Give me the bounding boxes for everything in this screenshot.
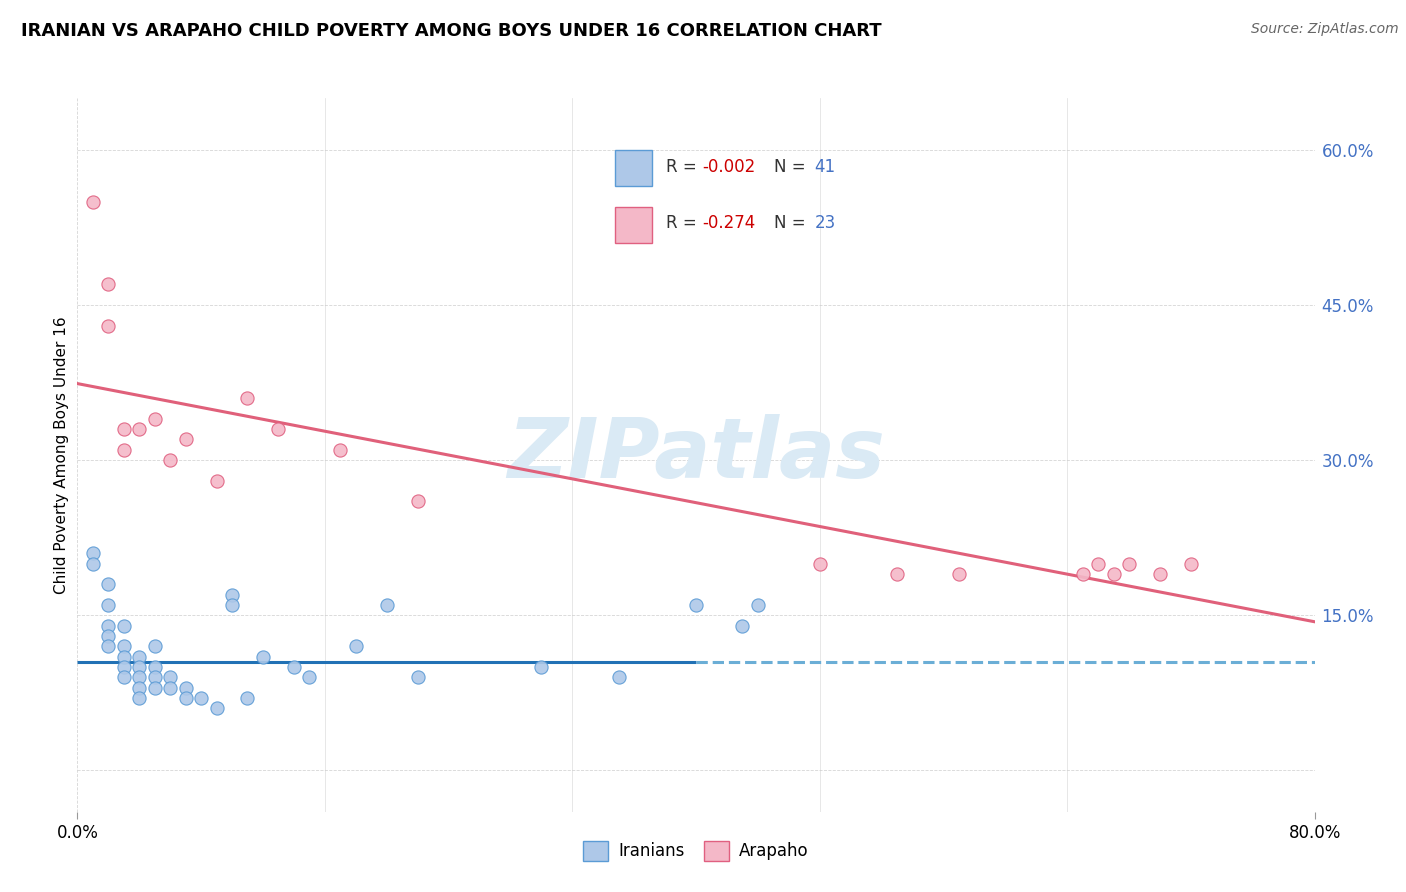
Point (82, 557, 104, 571)
Point (112, 618, 135, 632)
Point (221, 588, 243, 602)
Point (143, 670, 166, 684)
Point (344, 639, 367, 653)
Point (97, 629, 120, 643)
Point (1149, 566, 1171, 581)
Text: R =: R = (666, 214, 703, 232)
Text: -0.274: -0.274 (702, 214, 755, 232)
Point (731, 618, 754, 632)
Text: 23: 23 (814, 214, 835, 232)
Text: ZIPatlas: ZIPatlas (508, 415, 884, 495)
Point (948, 566, 970, 581)
Y-axis label: Child Poverty Among Boys Under 16: Child Poverty Among Boys Under 16 (53, 316, 69, 594)
Point (530, 660, 553, 674)
Point (128, 422, 150, 436)
Point (97, 618, 120, 632)
Point (174, 690, 197, 705)
Point (221, 598, 243, 612)
Point (375, 598, 398, 612)
Text: IRANIAN VS ARAPAHO CHILD POVERTY AMONG BOYS UNDER 16 CORRELATION CHART: IRANIAN VS ARAPAHO CHILD POVERTY AMONG B… (21, 22, 882, 40)
Text: Source: ZipAtlas.com: Source: ZipAtlas.com (1251, 22, 1399, 37)
Point (886, 566, 908, 581)
Point (252, 649, 274, 664)
Point (406, 494, 429, 508)
Point (97, 577, 120, 591)
Point (159, 670, 181, 684)
Point (747, 598, 769, 612)
Point (159, 453, 181, 467)
Point (236, 690, 259, 705)
Point (143, 660, 166, 674)
Point (190, 690, 212, 705)
Point (112, 649, 135, 664)
Point (1102, 566, 1125, 581)
Point (128, 690, 150, 705)
Point (1180, 557, 1202, 571)
Point (406, 670, 429, 684)
Point (143, 411, 166, 425)
Point (1071, 566, 1094, 581)
Point (97, 639, 120, 653)
Text: N =: N = (775, 158, 811, 176)
Text: 41: 41 (814, 158, 835, 176)
Text: N =: N = (775, 214, 811, 232)
Point (112, 422, 135, 436)
Point (143, 639, 166, 653)
Text: R =: R = (666, 158, 703, 176)
Point (267, 422, 290, 436)
Point (174, 433, 197, 447)
Point (112, 670, 135, 684)
Point (112, 442, 135, 457)
FancyBboxPatch shape (614, 150, 652, 186)
Point (143, 681, 166, 695)
Point (1087, 557, 1109, 571)
Point (112, 660, 135, 674)
Point (128, 681, 150, 695)
Point (82, 546, 104, 560)
FancyBboxPatch shape (614, 207, 652, 243)
Point (1118, 557, 1140, 571)
Point (298, 670, 321, 684)
Legend: Iranians, Arapaho: Iranians, Arapaho (576, 834, 815, 868)
Point (128, 660, 150, 674)
Point (159, 681, 181, 695)
Point (82, 194, 104, 209)
Point (685, 598, 707, 612)
Point (174, 681, 197, 695)
Point (808, 557, 831, 571)
Point (607, 670, 630, 684)
Text: -0.002: -0.002 (702, 158, 755, 176)
Point (97, 598, 120, 612)
Point (128, 670, 150, 684)
Point (112, 639, 135, 653)
Point (236, 391, 259, 405)
Point (329, 442, 352, 457)
Point (205, 701, 228, 715)
Point (97, 277, 120, 292)
Point (97, 318, 120, 333)
Point (205, 474, 228, 488)
Point (128, 649, 150, 664)
Point (283, 660, 305, 674)
